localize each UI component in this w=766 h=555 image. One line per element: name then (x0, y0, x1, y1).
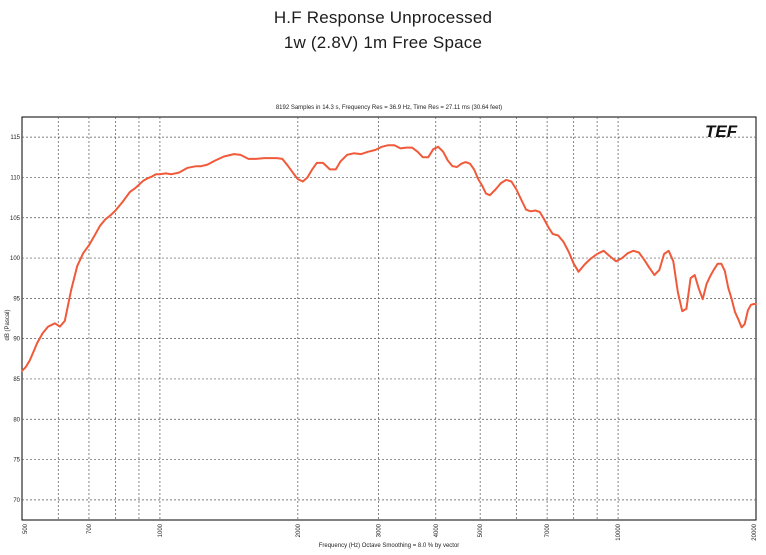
measurement-header: 8192 Samples in 14.3 s, Frequency Res = … (275, 105, 503, 111)
x-axis-label: Frequency (Hz) Octave Smoothing = 8.0 % … (318, 543, 460, 549)
y-tick-labels: 70 75 80 85 90 95 100 105 110 115 (10, 135, 21, 504)
grid (22, 117, 756, 520)
chart-subtitle: 1w (2.8V) 1m Free Space (283, 33, 483, 52)
x-tick-label: 20000 (752, 523, 758, 540)
y-tick-label: 105 (10, 216, 21, 222)
y-tick-label: 95 (13, 296, 20, 302)
x-tick-label: 500 (23, 523, 29, 534)
y-tick-label: 100 (10, 256, 21, 262)
x-tick-labels: 500 700 1000 2000 3000 4000 5000 7000 10000 20000 (23, 523, 758, 540)
y-tick-label: 80 (13, 417, 20, 423)
y-tick-label: 85 (13, 377, 20, 383)
x-tick-label: 1000 (158, 523, 164, 537)
x-tick-label: 2000 (296, 523, 302, 537)
x-tick-label: 700 (87, 523, 93, 534)
y-tick-label: 110 (10, 175, 20, 181)
x-tick-label: 3000 (377, 523, 383, 537)
x-tick-label: 4000 (434, 523, 440, 537)
y-tick-label: 115 (10, 135, 20, 141)
tef-logo: TEF (705, 122, 738, 141)
plot-area (21, 116, 757, 521)
y-tick-label: 70 (13, 498, 20, 504)
chart-title: H.F Response Unprocessed (273, 8, 493, 27)
y-tick-label: 90 (13, 337, 20, 343)
response-curve-line (21, 144, 757, 372)
y-tick-label: 75 (13, 458, 20, 464)
x-tick-label: 7000 (545, 523, 551, 537)
x-tick-label: 5000 (478, 523, 484, 537)
x-tick-label: 10000 (616, 523, 622, 540)
